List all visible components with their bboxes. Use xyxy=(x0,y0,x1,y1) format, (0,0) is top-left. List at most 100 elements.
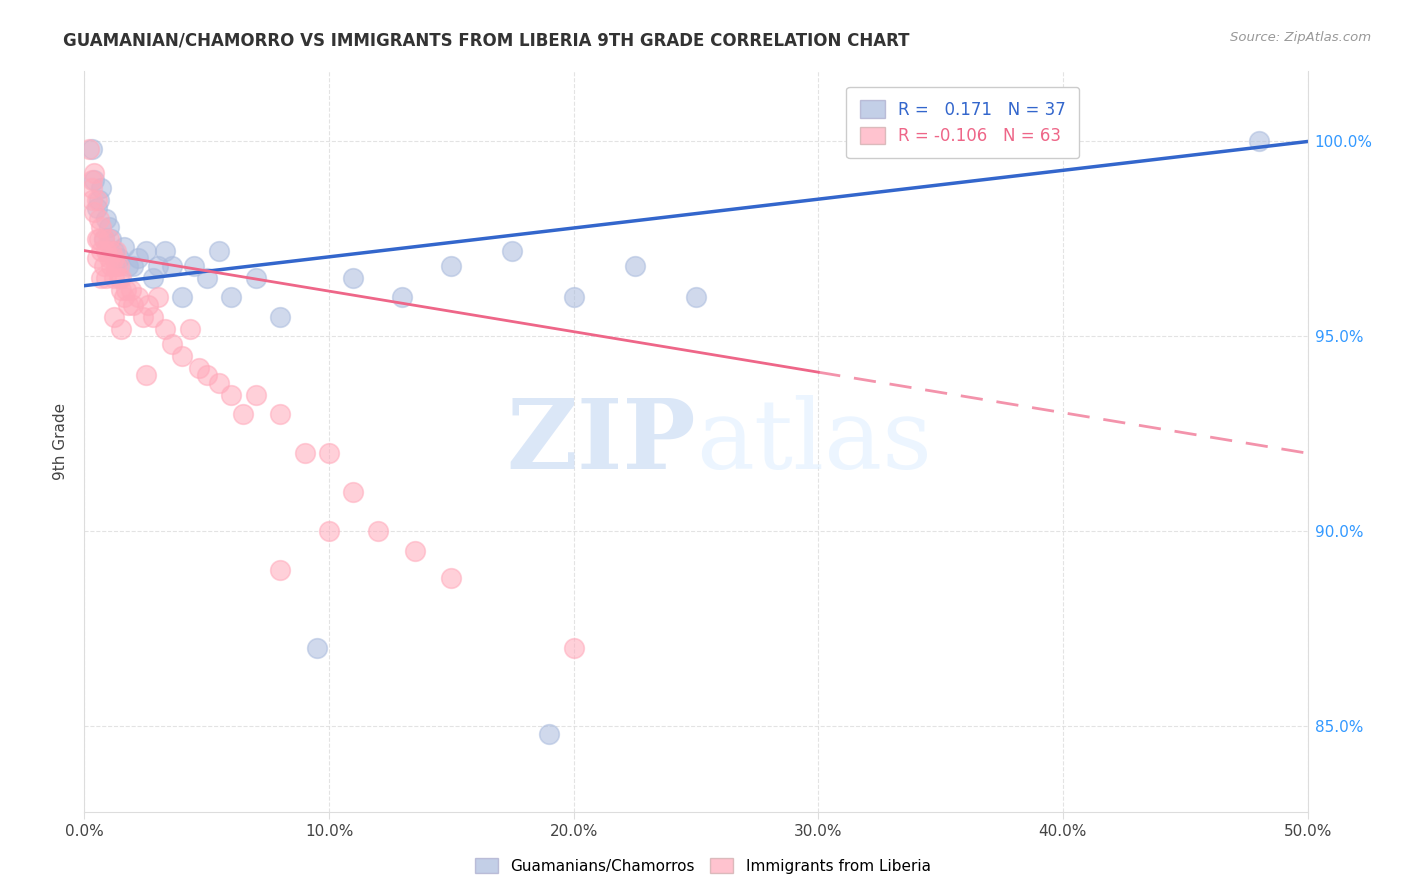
Point xyxy=(127,252,149,266)
Point xyxy=(96,271,118,285)
Point xyxy=(208,244,231,258)
Point xyxy=(153,244,176,258)
Point xyxy=(90,244,112,258)
Point xyxy=(172,349,194,363)
Point xyxy=(96,244,118,258)
Point xyxy=(83,204,105,219)
Point xyxy=(127,290,149,304)
Point xyxy=(562,641,585,656)
Point xyxy=(103,244,125,258)
Point xyxy=(105,244,128,258)
Point xyxy=(103,310,125,324)
Point xyxy=(100,244,122,258)
Point xyxy=(83,173,105,187)
Point xyxy=(103,252,125,266)
Point xyxy=(294,446,316,460)
Point xyxy=(112,240,135,254)
Point xyxy=(305,641,328,656)
Point xyxy=(208,376,231,390)
Point xyxy=(269,563,291,577)
Point xyxy=(245,271,267,285)
Point xyxy=(219,290,242,304)
Point xyxy=(318,524,340,538)
Point xyxy=(97,252,120,266)
Point xyxy=(105,259,128,273)
Text: GUAMANIAN/CHAMORRO VS IMMIGRANTS FROM LIBERIA 9TH GRADE CORRELATION CHART: GUAMANIAN/CHAMORRO VS IMMIGRANTS FROM LI… xyxy=(63,31,910,49)
Point xyxy=(146,290,169,304)
Point xyxy=(162,259,184,273)
Point xyxy=(122,259,145,273)
Point xyxy=(219,388,242,402)
Point xyxy=(112,290,135,304)
Point xyxy=(188,360,211,375)
Point xyxy=(135,244,157,258)
Point xyxy=(96,212,118,227)
Point xyxy=(97,232,120,246)
Point xyxy=(86,193,108,207)
Point xyxy=(107,271,129,285)
Point xyxy=(172,290,194,304)
Point xyxy=(103,271,125,285)
Point xyxy=(90,271,112,285)
Point xyxy=(90,181,112,195)
Point xyxy=(624,259,647,273)
Point xyxy=(179,321,201,335)
Point xyxy=(153,321,176,335)
Point xyxy=(142,271,165,285)
Legend: R =   0.171   N = 37, R = -0.106   N = 63: R = 0.171 N = 37, R = -0.106 N = 63 xyxy=(846,87,1078,159)
Point xyxy=(80,181,103,195)
Point xyxy=(132,310,155,324)
Point xyxy=(685,290,707,304)
Point xyxy=(342,271,364,285)
Point xyxy=(195,368,218,383)
Point xyxy=(87,232,110,246)
Point xyxy=(86,232,108,246)
Point xyxy=(83,166,105,180)
Text: Source: ZipAtlas.com: Source: ZipAtlas.com xyxy=(1230,31,1371,45)
Point xyxy=(1247,135,1270,149)
Point xyxy=(77,142,100,156)
Point xyxy=(142,310,165,324)
Text: ZIP: ZIP xyxy=(506,394,696,489)
Point xyxy=(93,232,115,246)
Point xyxy=(110,321,132,335)
Point xyxy=(404,543,426,558)
Point xyxy=(538,727,561,741)
Point xyxy=(87,193,110,207)
Point xyxy=(93,259,115,273)
Point xyxy=(110,271,132,285)
Point xyxy=(232,407,254,421)
Point xyxy=(100,232,122,246)
Point xyxy=(502,244,524,258)
Legend: Guamanians/Chamorros, Immigrants from Liberia: Guamanians/Chamorros, Immigrants from Li… xyxy=(470,852,936,880)
Point xyxy=(135,368,157,383)
Point xyxy=(562,290,585,304)
Point xyxy=(122,298,145,312)
Point xyxy=(90,220,112,235)
Point xyxy=(115,283,138,297)
Point xyxy=(440,571,463,585)
Point xyxy=(80,142,103,156)
Point xyxy=(162,337,184,351)
Point xyxy=(110,283,132,297)
Y-axis label: 9th Grade: 9th Grade xyxy=(53,403,69,480)
Point xyxy=(80,173,103,187)
Point xyxy=(87,212,110,227)
Point xyxy=(120,283,142,297)
Point xyxy=(391,290,413,304)
Point xyxy=(146,259,169,273)
Point xyxy=(269,407,291,421)
Point xyxy=(440,259,463,273)
Point xyxy=(117,298,139,312)
Point xyxy=(86,201,108,215)
Point xyxy=(136,298,159,312)
Point xyxy=(269,310,291,324)
Point xyxy=(86,252,108,266)
Point xyxy=(107,252,129,266)
Point xyxy=(195,271,218,285)
Point xyxy=(318,446,340,460)
Text: atlas: atlas xyxy=(696,394,932,489)
Point xyxy=(107,259,129,273)
Point xyxy=(342,485,364,500)
Point xyxy=(183,259,205,273)
